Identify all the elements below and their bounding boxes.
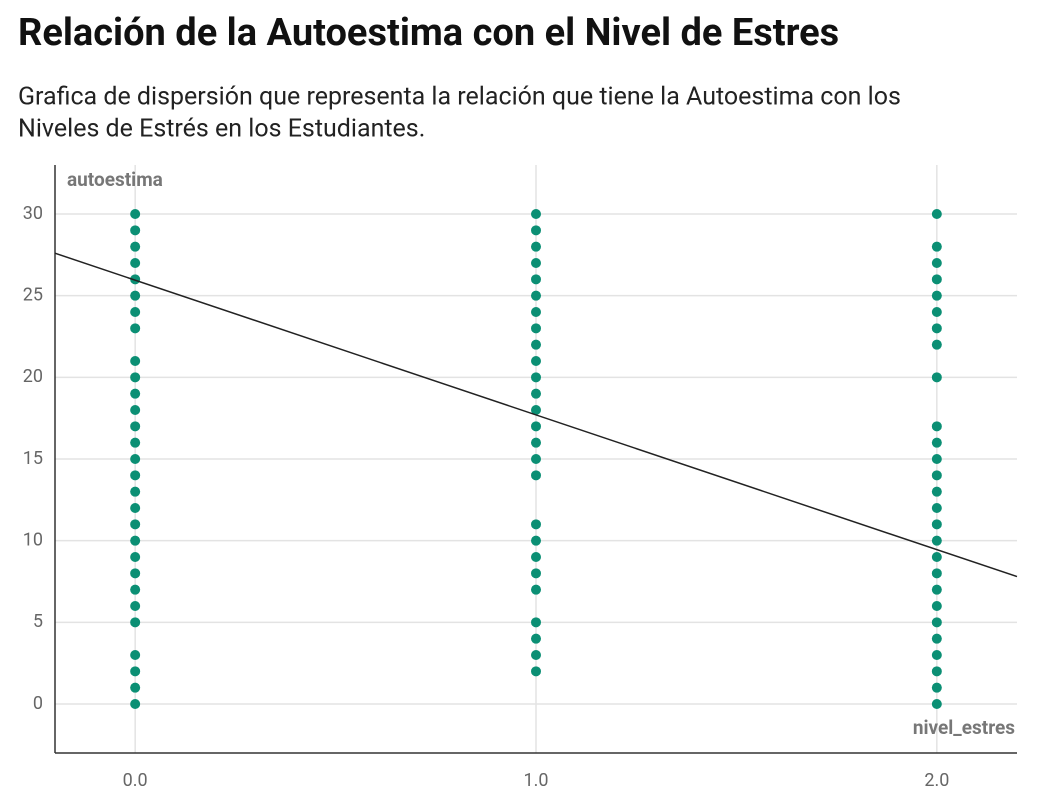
- point: [931, 617, 942, 628]
- point: [931, 421, 942, 432]
- point: [931, 682, 942, 693]
- chart-subtitle: Grafica de dispersión que representa la …: [18, 83, 901, 112]
- point: [130, 323, 141, 334]
- point: [931, 486, 942, 497]
- point: [931, 584, 942, 595]
- point: [931, 454, 942, 464]
- point: [931, 258, 942, 268]
- point: [531, 519, 541, 530]
- point: [130, 454, 141, 464]
- point: [130, 682, 141, 693]
- point: [531, 209, 541, 219]
- point: [130, 372, 141, 383]
- point: [531, 258, 541, 268]
- chart-title: Relación de la Autoestima con el Nivel d…: [18, 11, 839, 55]
- point: [130, 290, 141, 301]
- point: [130, 241, 141, 252]
- point: [531, 421, 541, 432]
- point: [130, 470, 141, 481]
- point: [130, 274, 141, 285]
- point: [931, 699, 942, 709]
- y-tick-label: 10: [23, 529, 43, 550]
- point: [130, 486, 141, 497]
- point: [531, 552, 541, 562]
- point: [931, 339, 942, 350]
- point: [531, 307, 541, 317]
- y-tick-label: 0: [33, 693, 43, 714]
- point: [130, 601, 141, 611]
- chart-subtitle: Niveles de Estrés en los Estudiantes.: [18, 115, 425, 144]
- point: [931, 323, 942, 334]
- point: [531, 617, 541, 628]
- y-tick-label: 5: [33, 611, 43, 632]
- y-tick-label: 30: [23, 203, 43, 224]
- point: [931, 307, 942, 317]
- point: [931, 633, 942, 644]
- point: [130, 405, 141, 415]
- point: [130, 503, 141, 513]
- point: [931, 437, 942, 448]
- point: [931, 503, 942, 513]
- point: [531, 388, 541, 399]
- point: [531, 650, 541, 660]
- point: [531, 290, 541, 301]
- point: [531, 470, 541, 481]
- point: [130, 666, 141, 677]
- point: [130, 552, 141, 562]
- point: [531, 437, 541, 448]
- point: [931, 568, 942, 579]
- point: [531, 633, 541, 644]
- point: [931, 274, 942, 285]
- point: [130, 437, 141, 448]
- point: [531, 405, 541, 415]
- point: [531, 323, 541, 334]
- point: [931, 209, 942, 219]
- point: [531, 372, 541, 383]
- y-tick-label: 15: [23, 448, 43, 469]
- point: [931, 241, 942, 252]
- point: [130, 699, 141, 709]
- point: [130, 519, 141, 530]
- point: [931, 601, 942, 611]
- point: [130, 617, 141, 628]
- point: [130, 356, 141, 366]
- point: [531, 568, 541, 579]
- point: [531, 666, 541, 677]
- y-axis-label: autoestima: [67, 168, 163, 191]
- point: [130, 209, 141, 219]
- point: [130, 584, 141, 595]
- point: [130, 225, 141, 236]
- point: [531, 241, 541, 252]
- point: [130, 421, 141, 432]
- y-tick-label: 20: [23, 366, 43, 387]
- point: [931, 519, 942, 530]
- point: [931, 470, 942, 481]
- point: [130, 650, 141, 660]
- x-axis-label: nivel_estres: [913, 716, 1015, 739]
- x-tick-label: 2.0: [924, 770, 949, 791]
- y-tick-label: 25: [23, 284, 43, 305]
- point: [531, 356, 541, 366]
- point: [931, 535, 942, 546]
- point: [130, 535, 141, 546]
- point: [931, 372, 942, 383]
- trend-line: [54, 252, 1018, 578]
- point: [531, 535, 541, 546]
- point: [931, 552, 942, 562]
- point: [931, 290, 942, 301]
- point: [531, 339, 541, 350]
- point: [130, 388, 141, 399]
- point: [531, 584, 541, 595]
- point: [130, 258, 141, 268]
- point: [931, 666, 942, 677]
- x-tick-label: 0.0: [123, 770, 148, 791]
- point: [531, 225, 541, 236]
- point: [130, 568, 141, 579]
- point: [531, 454, 541, 464]
- x-tick-label: 1.0: [524, 770, 549, 791]
- point: [931, 650, 942, 660]
- point: [531, 274, 541, 285]
- point: [130, 307, 141, 317]
